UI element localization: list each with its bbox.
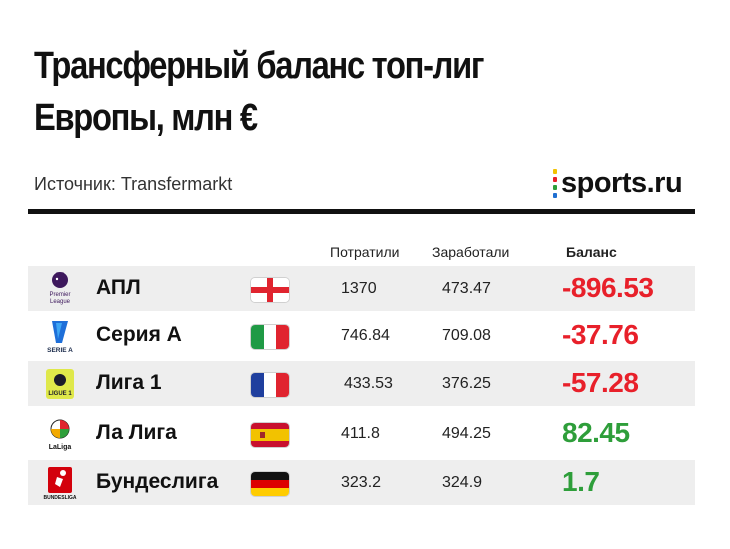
laliga-crest-icon: LaLiga	[42, 415, 78, 453]
france-flag-icon	[250, 372, 290, 398]
logo-text: sports.ru	[561, 166, 683, 199]
earned-value: 324.9	[442, 474, 483, 491]
source-note: Источник: Transfermarkt	[34, 174, 233, 194]
ligue-1-crest-icon: LIGUE 1	[42, 365, 78, 403]
svg-text:League: League	[50, 299, 71, 305]
header-divider	[28, 209, 695, 214]
logo-dot	[553, 184, 557, 190]
table-row: SERIE A Серия А 746.84 709.08 -37.76	[28, 313, 695, 358]
balance-value: -37.76	[562, 319, 639, 350]
title-line-2: Европы, млн €	[34, 97, 258, 139]
premier-league-crest-icon: Premier League	[42, 270, 78, 308]
balance-value: 1.7	[562, 466, 600, 497]
logo-dots-icon	[553, 168, 557, 198]
svg-text:SERIE A: SERIE A	[47, 347, 73, 354]
germany-flag-icon	[250, 471, 290, 497]
league-name: Лига 1	[96, 371, 162, 394]
svg-text:LaLiga: LaLiga	[49, 444, 72, 451]
logo-dot	[553, 192, 557, 198]
svg-text:Premier: Premier	[49, 292, 70, 298]
balance-value: -57.28	[562, 367, 639, 398]
serie-a-crest-icon: SERIE A	[42, 317, 78, 355]
spent-value: 323.2	[341, 474, 382, 491]
spent-value: 746.84	[341, 327, 390, 344]
italy-flag-icon	[250, 324, 290, 350]
spent-value: 411.8	[341, 425, 380, 442]
spent-value: 433.53	[344, 375, 393, 392]
league-name: Ла Лига	[96, 421, 177, 444]
logo-dot	[553, 176, 557, 182]
bundesliga-crest-icon: BUNDESLIGA	[42, 464, 78, 502]
table-row: LIGUE 1 Лига 1 433.53 376.25 -57.28	[28, 361, 695, 406]
table-row: LaLiga Ла Лига 411.8 494.25 82.45	[28, 411, 695, 456]
league-name: АПЛ	[96, 276, 141, 299]
league-name: Серия А	[96, 323, 182, 346]
spent-value: 1370	[341, 280, 377, 297]
balance-value: 82.45	[562, 417, 630, 448]
league-name: Бундеслига	[96, 470, 219, 493]
sports-ru-logo: sports.ru	[553, 166, 683, 200]
title-line-1: Трансферный баланс топ-лиг	[34, 45, 485, 87]
earned-value: 494.25	[442, 425, 491, 442]
earned-value: 473.47	[442, 280, 491, 297]
page-title: Трансферный баланс топ-лиг Европы, млн €	[34, 40, 550, 144]
table-row: Premier League АПЛ 1370 473.47 -896.53	[28, 266, 695, 311]
earned-value: 376.25	[442, 375, 491, 392]
england-flag-icon	[250, 277, 290, 303]
logo-dot	[553, 168, 557, 174]
svg-text:BUNDESLIGA: BUNDESLIGA	[43, 495, 76, 501]
earned-value: 709.08	[442, 327, 491, 344]
column-header-balance: Баланс	[566, 244, 617, 260]
svg-text:LIGUE 1: LIGUE 1	[48, 391, 72, 397]
balance-value: -896.53	[562, 272, 654, 303]
table-row: BUNDESLIGA Бундеслига 323.2 324.9 1.7	[28, 460, 695, 505]
column-header-spent: Потратили	[330, 244, 400, 260]
spain-flag-icon	[250, 422, 290, 448]
column-header-earned: Заработали	[432, 244, 510, 260]
